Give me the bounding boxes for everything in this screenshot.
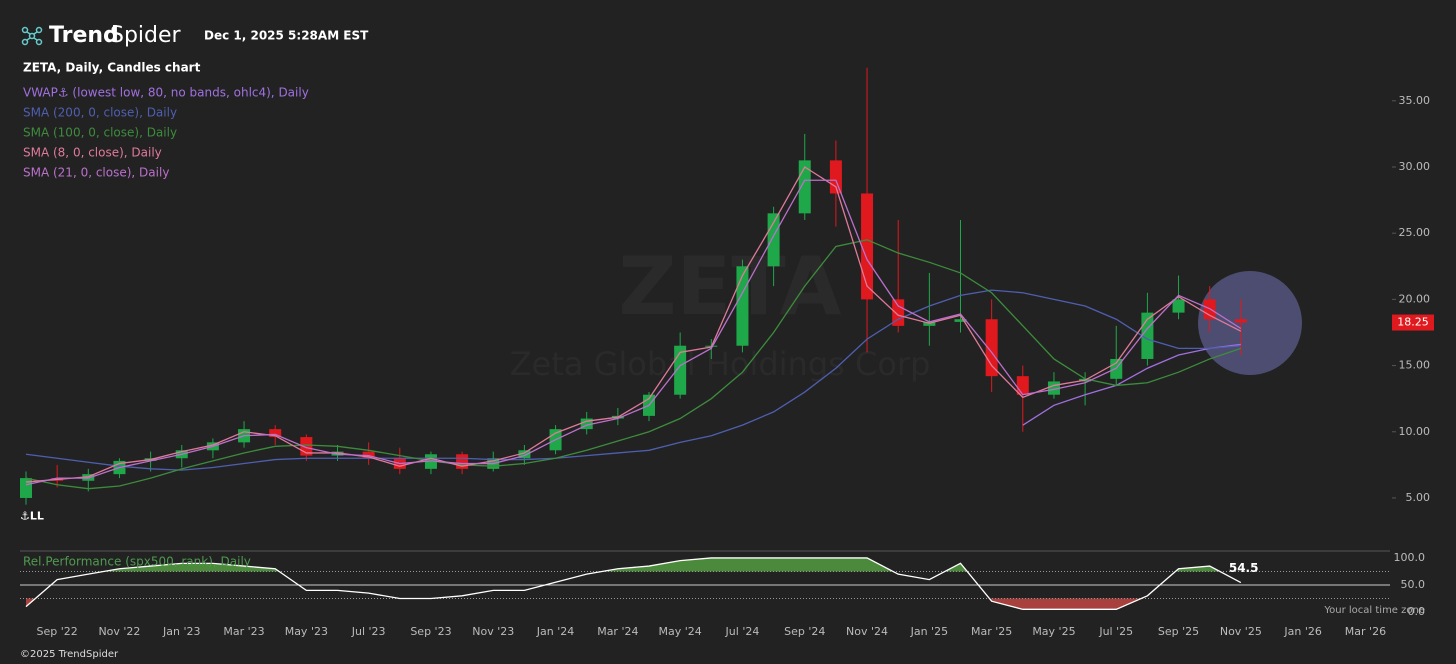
x-tick-label: Mar '23 [223,625,264,638]
last-price-label: 18.25 [1397,316,1429,329]
legend-entry: VWAP⚓ (lowest low, 80, no bands, ohlc4),… [23,86,309,100]
candle-body [861,193,874,300]
x-tick-label: Nov '25 [1220,625,1262,638]
candle-body [269,429,282,438]
chart-title: ZETA, Daily, Candles chart [23,61,201,75]
candle-body [954,319,967,322]
x-tick-label: Jan '25 [910,625,948,638]
lower-zone-fill [26,598,1142,610]
timezone-note: Your local time zone [1323,605,1425,616]
x-tick-label: Nov '24 [846,625,888,638]
highlight-circle [1198,271,1302,375]
y-tick-label: 100.0 [1394,551,1426,564]
logo-icon [21,26,43,46]
x-tick-label: Jan '24 [536,625,574,638]
y-tick-label: 30.00 [1399,160,1431,173]
low-annotation: ⚓LL [20,510,44,523]
timestamp: Dec 1, 2025 5:28AM EST [204,29,369,43]
x-tick-label: Jul '25 [1098,625,1133,638]
legend-entry: SMA (21, 0, close), Daily [23,166,169,180]
x-tick-label: Jul '23 [351,625,386,638]
x-tick-label: Sep '25 [1158,625,1199,638]
legend-entry: SMA (8, 0, close), Daily [23,146,162,160]
x-tick-label: Nov '22 [98,625,140,638]
candle-body [20,478,32,498]
x-tick-label: Nov '23 [472,625,514,638]
y-tick-label: 25.00 [1399,226,1431,239]
candle-body [736,266,749,346]
x-tick-label: May '23 [285,625,328,638]
candle-body [1172,299,1185,313]
candle-body [1016,376,1029,395]
panel-title: Rel.Performance (spx500, rank), Daily [23,555,251,569]
candle-body [580,418,593,430]
y-tick-label: 20.00 [1399,292,1431,305]
rel-performance-line [25,557,1242,610]
x-tick-label: May '25 [1032,625,1075,638]
candle-body [892,299,905,326]
indicator-line [25,166,1242,483]
x-tick-label: Sep '22 [37,625,78,638]
candle-body [362,451,375,459]
x-tick-label: Sep '24 [784,625,825,638]
legend-entry: SMA (100, 0, close), Daily [23,126,177,140]
y-tick-label: 10.00 [1399,425,1431,438]
x-tick-label: Mar '24 [597,625,638,638]
x-tick-label: Mar '26 [1345,625,1386,638]
y-tick-label: 5.00 [1406,491,1431,504]
x-tick-label: Jan '26 [1283,625,1321,638]
indicator-line [1022,343,1241,426]
x-tick-label: Sep '23 [410,625,451,638]
legend-entry: SMA (200, 0, close), Daily [23,106,177,120]
candle-body [1234,319,1247,323]
brand-bold: Trend [49,23,119,48]
watermark-subtitle: Zeta Global Holdings Corp [510,345,931,383]
x-tick-label: Jan '23 [162,625,200,638]
brand-light: Spider [110,23,182,48]
y-tick-label: 0.0 [1408,605,1426,618]
indicator-line [25,239,1242,490]
x-tick-label: Jul '24 [725,625,760,638]
indicator-line [25,289,1241,471]
last-value-label: 54.5 [1229,561,1259,575]
y-tick-label: 50.0 [1401,578,1426,591]
y-tick-label: 35.00 [1399,94,1431,107]
copyright: ©2025 TrendSpider [20,649,119,660]
y-tick-label: 15.00 [1399,359,1431,372]
x-tick-label: Mar '25 [971,625,1012,638]
indicator-line [25,179,1242,486]
upper-zone-fill [103,557,1220,572]
last-price-tag [1392,314,1434,331]
watermark: ZETA [619,240,842,333]
candle-body [518,450,531,459]
x-tick-label: May '24 [659,625,702,638]
